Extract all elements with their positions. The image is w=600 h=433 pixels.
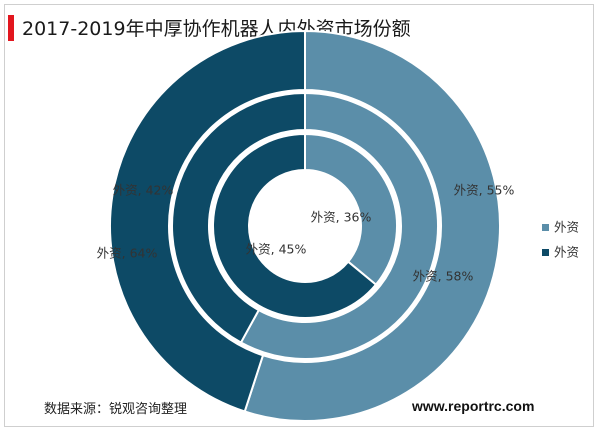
inner-ring-label-1: 外资, 36%: [311, 210, 372, 225]
outer-ring-label-1: 外资, 55%: [454, 183, 515, 198]
inner-ring-slice-1: [304, 132, 398, 287]
legend-label-2: 外资: [554, 245, 579, 260]
source-note: 数据来源：锐观咨询整理: [44, 402, 188, 417]
legend-swatch-1: [542, 224, 549, 231]
legend-swatch-2: [542, 249, 549, 256]
middle-ring-slice-1: [239, 91, 440, 360]
outer-ring-label-2: 外资, 64%: [97, 246, 158, 261]
inner-ring-slice-2: [212, 132, 378, 319]
outer-ring-slice-1: [243, 29, 501, 422]
website-url: www.reportrc.com: [412, 398, 535, 414]
middle-ring-label-1: 外资, 58%: [413, 269, 474, 284]
donut-rings: [109, 29, 501, 422]
middle-ring-slice-2: [171, 91, 306, 344]
outer-ring-slice-2: [109, 29, 306, 413]
data-labels: 外资, 55% 外资, 64% 外资, 58% 外资, 42% 外资, 36% 外资, 4…: [97, 183, 515, 284]
title-accent-bar: [8, 15, 14, 41]
legend-label-1: 外资: [554, 220, 579, 235]
inner-ring-label-2: 外资, 45%: [246, 242, 307, 257]
middle-ring-label-2: 外资, 42%: [113, 183, 174, 198]
